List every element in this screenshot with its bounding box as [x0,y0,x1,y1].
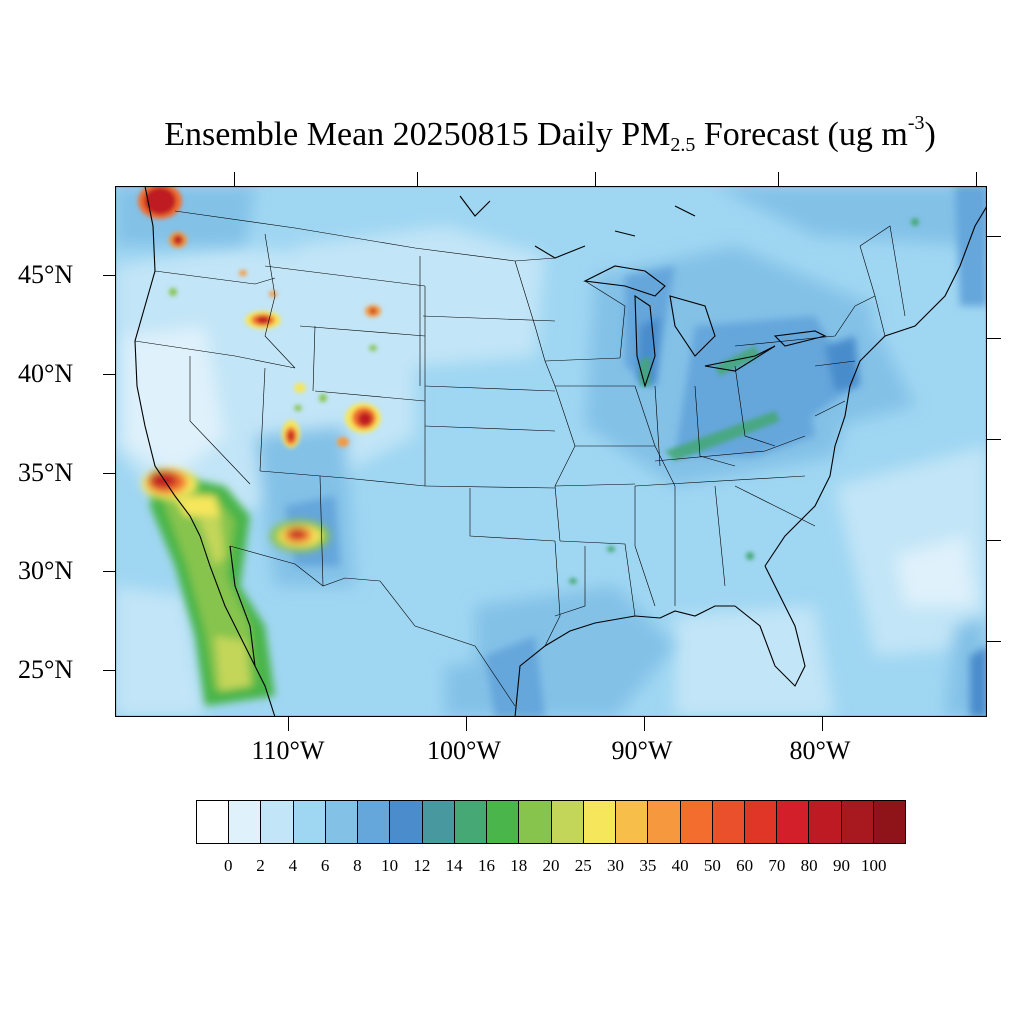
lat-label-30n: 30°N [18,556,74,585]
top-tick [976,172,977,186]
colorbar-labels: 0 2 4 6 8 10 12 14 16 18 20 25 30 35 40 50 60 70 80 90 100 [196,856,906,876]
map-canvas [115,186,987,717]
lat-label-25n: 25°N [18,655,74,684]
colorbar-swatch [648,801,681,843]
colorbar-swatch [197,801,230,843]
lat-label-40n: 40°N [18,359,74,388]
title-superscript: -3 [907,112,925,134]
colorbar [196,800,906,844]
top-tick [778,172,779,186]
colorbar-swatch [841,801,874,843]
top-tick [417,172,418,186]
map-title: Ensemble Mean 20250815 Daily PM2.5 Forec… [0,112,1024,157]
title-units: Forecast (ug m [695,116,908,153]
colorbar-swatch [293,801,326,843]
right-tick [987,641,1001,642]
left-tick [103,670,115,671]
lat-label-35n: 35°N [18,458,74,487]
bottom-tick [822,717,823,731]
left-tick [103,571,115,572]
colorbar-swatch [519,801,552,843]
colorbar-swatch [358,801,391,843]
map-frame [115,186,987,717]
colorbar-swatch [777,801,810,843]
bottom-tick [288,717,289,731]
colorbar-tick-label: 2 [256,856,265,875]
lon-label-80w: 80°W [789,736,851,765]
colorbar-tick-label: 12 [413,856,431,875]
colorbar-swatch [873,801,906,843]
colorbar-tick-label: 18 [510,856,528,875]
left-tick [103,275,115,276]
colorbar-swatch [325,801,359,843]
colorbar-swatch [583,801,617,843]
colorbar-tick-label: 35 [639,856,657,875]
colorbar-tick-label: 80 [800,856,818,875]
colorbar-swatch [744,801,778,843]
colorbar-tick-label: 30 [607,856,625,875]
colorbar-swatch [551,801,584,843]
state-borders [134,210,906,707]
concentration-field [115,186,987,717]
lat-label-45n: 45°N [18,260,74,289]
right-tick [987,439,1001,440]
title-close: ) [924,116,936,153]
colorbar-tick-label: 60 [736,856,754,875]
colorbar-swatch [422,801,455,843]
colorbar-tick-label: 10 [381,856,399,875]
pm25-forecast-map [115,186,987,717]
left-tick [103,473,115,474]
bottom-tick [466,717,467,731]
left-tick [103,374,115,375]
colorbar-swatch [712,801,745,843]
colorbar-tick-label: 4 [288,856,298,875]
colorbar-tick-label: 100 [860,856,887,875]
title-text: Ensemble Mean 20250815 Daily PM [164,116,671,153]
colorbar-tick-label: 70 [768,856,786,875]
colorbar-swatch [390,801,423,843]
bottom-tick [644,717,645,731]
colorbar-swatch [680,801,713,843]
colorbar-swatch [616,801,649,843]
colorbar-tick-label: 40 [671,856,689,875]
lon-label-100w: 100°W [427,736,501,765]
colorbar-tick-label: 16 [477,856,495,875]
colorbar-swatch [229,801,262,843]
colorbar-swatch [261,801,294,843]
top-tick [234,172,235,186]
colorbar-tick-label: 50 [703,856,721,875]
right-tick [987,540,1001,541]
colorbar-tick-label: 6 [320,856,330,875]
colorbar-swatch [487,801,520,843]
top-tick [595,172,596,186]
colorbar-swatch [809,801,842,843]
lon-label-90w: 90°W [611,736,673,765]
colorbar-tick-label: 90 [832,856,850,875]
colorbar-tick-label: 20 [542,856,560,875]
colorbar-tick-label: 14 [445,856,463,875]
coastlines [134,186,987,717]
colorbar-tick-label: 8 [353,856,362,875]
colorbar-tick-label: 0 [224,856,233,875]
colorbar-tick-label: 25 [574,856,592,875]
title-subscript: 2.5 [670,134,696,156]
lon-label-110w: 110°W [251,736,325,765]
right-tick [987,338,1001,339]
colorbar-swatch [454,801,488,843]
right-tick [987,236,1001,237]
